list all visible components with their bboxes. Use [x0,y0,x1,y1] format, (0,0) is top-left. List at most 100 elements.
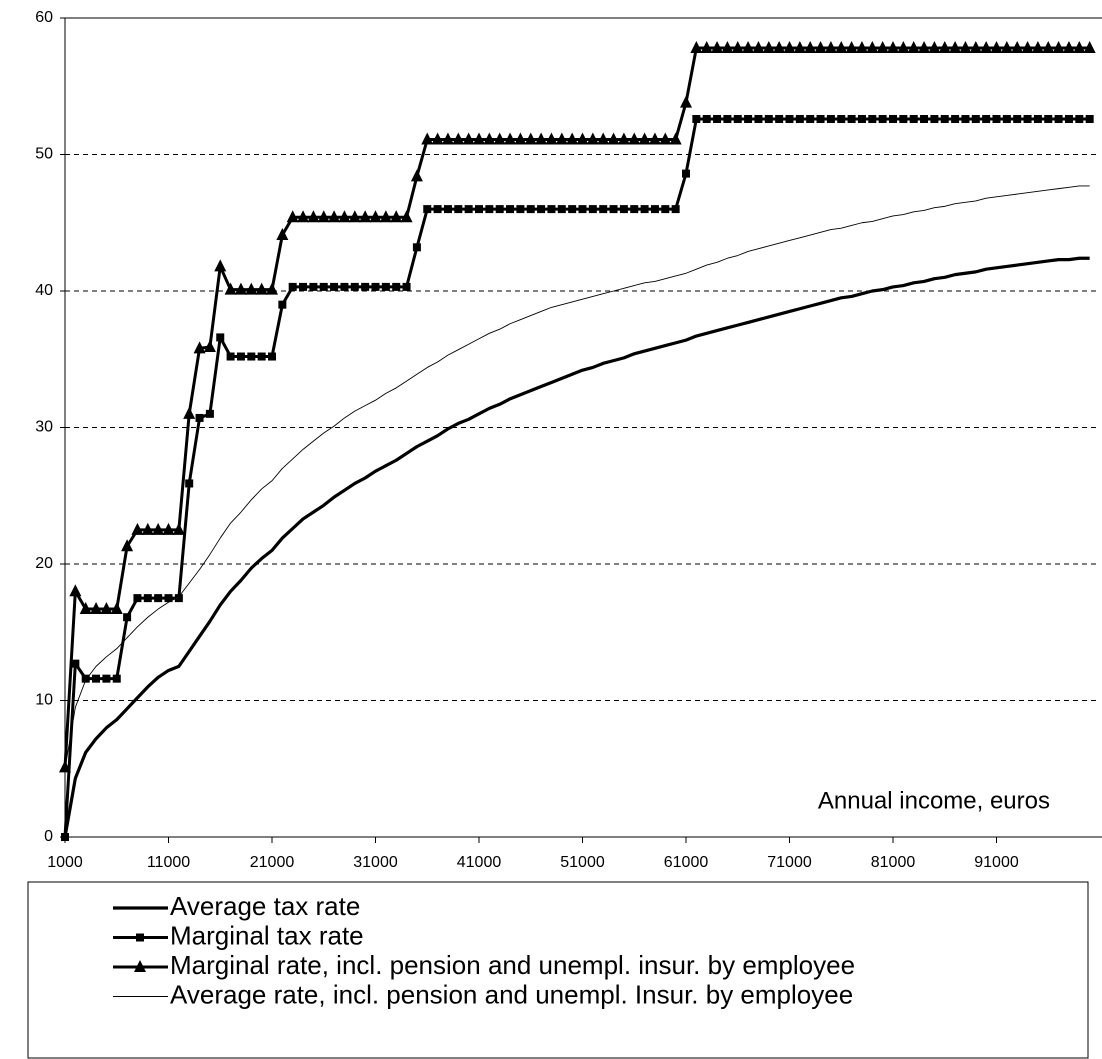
marker [682,169,690,178]
marker [143,594,152,603]
marker [379,210,392,223]
marker [918,41,931,54]
marker [133,594,142,603]
marker [286,210,299,223]
marker [775,115,784,124]
marker [938,41,951,54]
marker [234,282,247,295]
marker [421,132,434,145]
marker [940,115,949,124]
marker [526,205,535,214]
marker [535,132,548,145]
y-tick-label: 40 [35,282,53,299]
marker [648,132,661,145]
x-tick-label: 81000 [871,854,916,871]
marker [431,132,444,145]
marker [928,41,941,54]
y-tick-label: 10 [35,692,53,709]
marker [216,333,225,342]
marker [733,115,742,124]
marker [100,602,113,615]
marker [547,205,556,214]
legend-label: Marginal rate, incl. pension and unempl.… [170,950,855,980]
marker [136,933,144,942]
marker [764,115,773,124]
marker [992,115,1001,124]
x-tick-label: 11000 [147,854,190,871]
marker [680,95,692,108]
marker [1064,115,1073,124]
marker [990,41,1003,54]
marker [721,41,734,54]
marker [402,282,411,291]
marker [845,41,858,54]
marker [90,602,103,615]
marker [773,41,786,54]
marker [328,210,341,223]
marker [609,205,618,214]
series-line [63,117,1090,838]
marker [172,522,185,535]
marker [493,132,506,145]
marker [1044,115,1053,124]
marker [638,132,651,145]
marker [754,115,763,124]
marker [868,115,877,124]
marker [141,522,154,535]
marker [949,41,962,54]
y-tick-label: 0 [44,828,53,845]
x-tick-label: 1000 [47,854,83,871]
marker [412,243,421,252]
marker [866,41,879,54]
marker [483,132,496,145]
marker [816,115,825,124]
marker [278,300,287,309]
marker [566,132,579,145]
marker [495,205,504,214]
y-tick-label: 50 [35,146,53,163]
marker [700,41,713,54]
marker [257,352,266,361]
marker [123,613,132,622]
marker [514,132,527,145]
marker [392,282,401,291]
marker [793,41,806,54]
marker [226,352,235,361]
marker [183,406,196,419]
marker [361,282,370,291]
marker [630,205,639,214]
marker [410,169,423,182]
marker [640,205,649,214]
x-tick-label: 21000 [250,854,295,871]
marker [690,41,703,54]
marker [236,352,245,361]
marker [795,115,804,124]
marker [369,210,382,223]
marker [837,115,846,124]
marker [121,539,134,552]
marker [309,282,318,291]
marker [969,41,982,54]
marker [847,115,856,124]
marker [557,205,566,214]
marker [299,282,308,291]
marker [152,522,165,535]
marker [1000,41,1013,54]
marker [504,132,517,145]
marker [889,115,897,124]
legend-label: Average tax rate [170,891,360,921]
legend-box [27,881,1089,1059]
marker [338,210,351,223]
marker [1042,41,1055,54]
marker [61,833,69,841]
marker [951,115,960,124]
marker [134,960,146,972]
marker [599,205,608,214]
marker [887,41,899,54]
marker [203,339,216,352]
marker [288,282,297,291]
marker [268,352,276,361]
x-tick-label: 51000 [560,854,605,871]
marker [266,282,278,295]
marker [255,282,268,295]
